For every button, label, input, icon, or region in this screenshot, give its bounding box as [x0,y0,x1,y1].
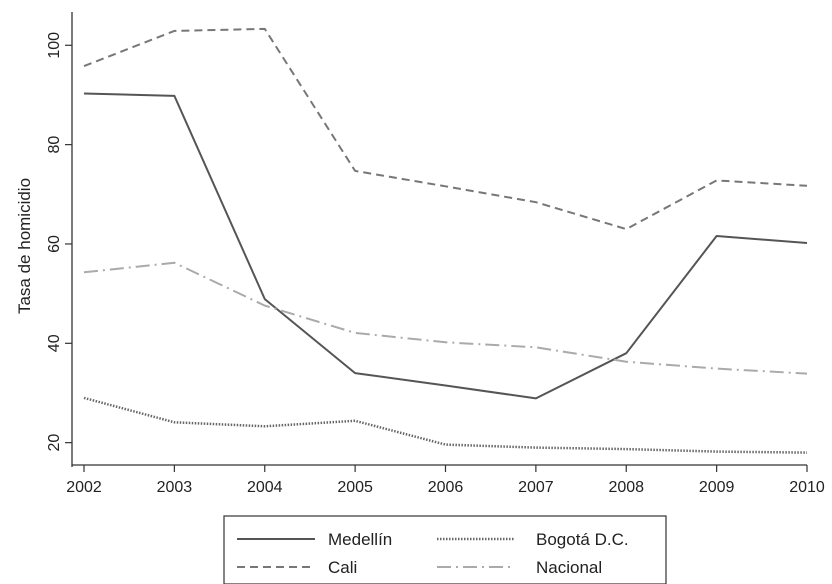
x-tick-label: 2007 [518,479,554,496]
y-tick-label: 40 [46,334,63,352]
legend-label: Medellín [328,530,392,549]
legend-label: Nacional [536,558,602,577]
series-line-nacional [83,261,808,375]
legend: Medellín Bogotá D.C. Cali Nacional [223,515,667,584]
y-axis-title: Tasa de homicidio [15,178,34,314]
series-line-medell-n [83,92,808,400]
x-tick-label: 2009 [699,479,735,496]
series-line-cali [83,27,808,231]
y-tick-label: 60 [46,235,63,253]
series-line-bogot-d-c [83,396,808,454]
plot-area [83,27,808,454]
y-tick-label: 80 [46,136,63,154]
x-tick-label: 2004 [247,479,283,496]
x-tick-label: 2008 [608,479,644,496]
legend-label: Bogotá D.C. [536,530,629,549]
x-tick-label: 2002 [66,479,102,496]
y-axis: 20 40 60 80 100 [46,12,73,467]
x-axis: 2002 2003 2004 2005 2006 2007 2008 2009 2010 [66,464,825,496]
y-tick-label: 20 [46,434,63,452]
legend-box [223,515,667,584]
x-tick-label: 2010 [789,479,825,496]
x-tick-label: 2003 [157,479,193,496]
legend-label: Cali [328,558,357,577]
x-tick-label: 2005 [337,479,373,496]
x-tick-label: 2006 [428,479,464,496]
y-tick-label: 100 [46,32,63,59]
